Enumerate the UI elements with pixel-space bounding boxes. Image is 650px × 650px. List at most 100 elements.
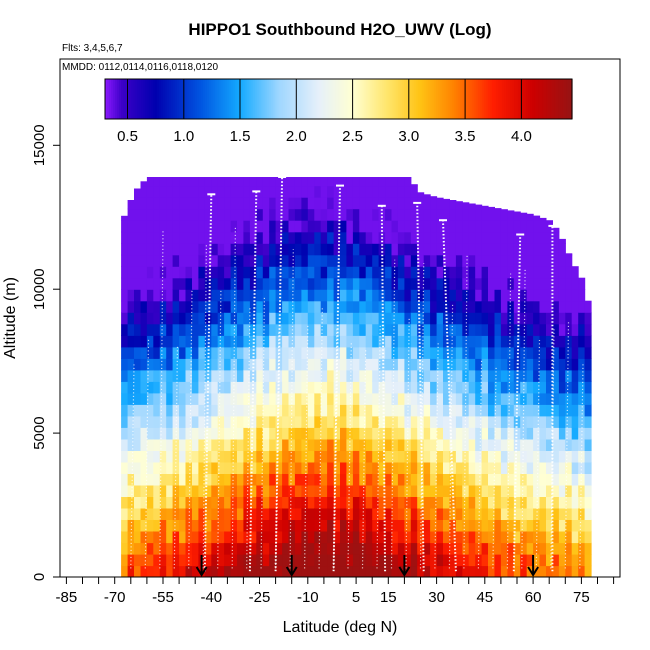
colorbar-cell: [322, 79, 326, 119]
heatmap-cell: [127, 369, 135, 382]
heatmap-cell: [533, 243, 541, 256]
heatmap-cell: [494, 531, 502, 544]
heatmap-cell: [455, 358, 463, 371]
heatmap-cell: [134, 531, 141, 544]
heatmap-cell: [552, 335, 560, 348]
heatmap-cell: [333, 254, 341, 267]
heatmap-cell: [571, 450, 579, 463]
heatmap-cell: [417, 266, 425, 279]
heatmap-cell: [494, 554, 502, 567]
heatmap-cell: [127, 531, 135, 544]
heatmap-cell: [314, 312, 322, 325]
heatmap-cell: [121, 415, 129, 428]
heatmap-cell: [546, 531, 553, 544]
heatmap-cell: [475, 484, 483, 497]
heatmap-cell: [571, 381, 579, 394]
heatmap-cell: [571, 554, 579, 567]
colorbar-cell: [254, 79, 258, 119]
colorbar-cell: [390, 79, 393, 119]
heatmap-cell: [269, 266, 277, 279]
heatmap-cell: [340, 266, 347, 279]
heatmap-cell: [301, 404, 309, 417]
heatmap-cell: [520, 266, 528, 279]
heatmap-cell: [172, 531, 180, 544]
colorbar-cell: [374, 79, 378, 119]
heatmap-cell: [282, 542, 290, 555]
heatmap-cell: [526, 404, 534, 417]
heatmap-cell: [230, 289, 238, 302]
heatmap-cell: [565, 300, 573, 313]
heatmap-cell: [352, 461, 360, 474]
heatmap-cell: [262, 277, 270, 290]
heatmap-cell: [185, 381, 193, 394]
heatmap-cell: [578, 289, 586, 302]
heatmap-cell: [546, 346, 553, 359]
heatmap-cell: [378, 542, 386, 555]
heatmap-cell: [488, 531, 495, 544]
heatmap-cell: [333, 243, 341, 256]
heatmap-cell: [571, 392, 579, 405]
heatmap-cell: [172, 427, 180, 440]
heatmap-cell: [134, 220, 141, 233]
heatmap-cell: [430, 197, 438, 210]
heatmap-cell: [378, 531, 386, 544]
heatmap-cell: [127, 404, 135, 417]
heatmap-cell: [410, 185, 418, 198]
heatmap-cell: [340, 312, 347, 325]
heatmap-cell: [352, 369, 360, 382]
heatmap-cell: [288, 450, 296, 463]
colorbar-cell: [488, 79, 491, 119]
heatmap-cell: [301, 461, 309, 474]
heatmap-cell: [121, 473, 129, 486]
heatmap-cell: [146, 438, 154, 451]
heatmap-cell: [365, 415, 373, 428]
heatmap-cell: [307, 473, 315, 486]
colorbar-cell: [226, 79, 230, 119]
heatmap-cell: [513, 507, 521, 520]
heatmap-cell: [404, 277, 412, 290]
heatmap-cell: [372, 438, 380, 451]
heatmap-cell: [249, 381, 257, 394]
heatmap-cell: [468, 484, 476, 497]
heatmap-cell: [262, 323, 270, 336]
heatmap-cell: [282, 381, 290, 394]
colorbar-cell: [494, 79, 497, 119]
heatmap-cell: [237, 392, 244, 405]
heatmap-cell: [134, 208, 141, 221]
heatmap-cell: [404, 381, 412, 394]
heatmap-cell: [307, 415, 315, 428]
heatmap-cell: [224, 220, 232, 233]
heatmap-cell: [352, 554, 360, 567]
heatmap-cell: [333, 197, 341, 210]
heatmap-cell: [307, 185, 315, 198]
heatmap-cell: [449, 496, 457, 509]
heatmap-cell: [333, 554, 341, 567]
heatmap-cell: [533, 277, 541, 290]
heatmap-cell: [352, 208, 360, 221]
heatmap-cell: [468, 415, 476, 428]
heatmap-cell: [237, 277, 244, 290]
heatmap-cell: [584, 381, 592, 394]
heatmap-cell: [385, 220, 393, 233]
heatmap-cell: [275, 461, 283, 474]
profile-trace: [159, 230, 164, 569]
heatmap-cell: [140, 185, 148, 198]
heatmap-cell: [262, 473, 270, 486]
colorbar-tick-label: 0.5: [117, 128, 138, 145]
colorbar-cell: [348, 79, 352, 119]
heatmap-cell: [237, 266, 244, 279]
heatmap-cell: [166, 208, 174, 221]
heatmap-cell: [346, 312, 354, 325]
heatmap-cell: [340, 484, 347, 497]
heatmap-cell: [307, 358, 315, 371]
heatmap-cell: [166, 484, 174, 497]
heatmap-cell: [462, 254, 470, 267]
heatmap-cell: [327, 542, 335, 555]
heatmap-cell: [365, 277, 373, 290]
heatmap-cell: [159, 438, 167, 451]
heatmap-cell: [481, 496, 489, 509]
heatmap-cell: [404, 177, 412, 187]
heatmap-cell: [224, 531, 232, 544]
heatmap-cell: [449, 277, 457, 290]
colorbar-cell: [508, 79, 511, 119]
